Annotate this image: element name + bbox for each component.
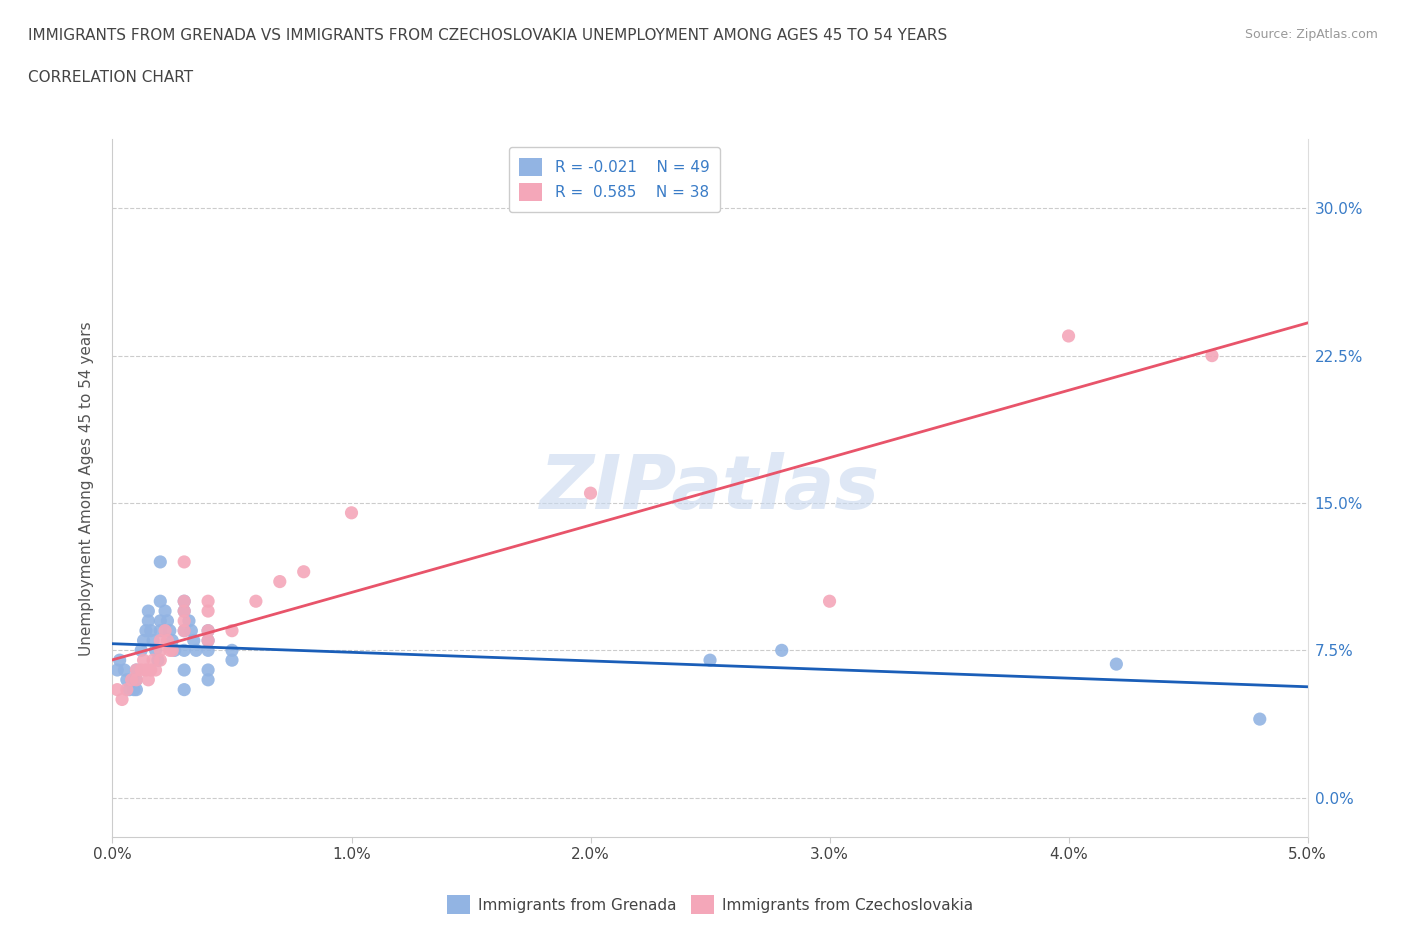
Point: [163, 643, 186, 658]
Point: [245, 593, 267, 608]
Point: [156, 633, 179, 648]
Point: [197, 593, 219, 608]
Point: [173, 623, 195, 638]
Point: [142, 653, 165, 668]
Point: [221, 643, 243, 658]
Point: [818, 593, 841, 608]
Point: [173, 662, 195, 677]
Point: [125, 662, 148, 677]
Point: [197, 633, 219, 648]
Point: [149, 614, 172, 629]
Point: [153, 604, 176, 618]
Point: [197, 604, 219, 618]
Point: [129, 643, 152, 658]
Point: [197, 662, 219, 677]
Point: [1201, 348, 1223, 363]
Point: [114, 662, 135, 677]
Point: [186, 643, 208, 658]
Point: [132, 633, 155, 648]
Point: [770, 643, 793, 658]
Point: [118, 683, 141, 698]
Point: [221, 653, 243, 668]
Point: [149, 633, 172, 648]
Point: [173, 683, 195, 698]
Point: [340, 505, 363, 520]
Point: [145, 643, 167, 658]
Point: [105, 662, 128, 677]
Point: [197, 633, 219, 648]
Legend: Immigrants from Grenada, Immigrants from Czechoslovakia: Immigrants from Grenada, Immigrants from…: [441, 889, 979, 920]
Point: [122, 683, 145, 698]
Point: [129, 662, 152, 677]
Point: [153, 623, 176, 638]
Point: [149, 554, 172, 569]
Point: [142, 633, 165, 648]
Point: [173, 593, 195, 608]
Point: [108, 653, 131, 668]
Point: [149, 653, 172, 668]
Point: [138, 672, 160, 687]
Point: [132, 653, 155, 668]
Point: [138, 604, 160, 618]
Point: [173, 643, 195, 658]
Text: ZIPatlas: ZIPatlas: [540, 452, 880, 525]
Point: [139, 623, 162, 638]
Point: [197, 623, 219, 638]
Point: [125, 683, 148, 698]
Point: [269, 574, 291, 589]
Point: [221, 623, 243, 638]
Text: Source: ZipAtlas.com: Source: ZipAtlas.com: [1244, 28, 1378, 41]
Point: [111, 692, 134, 707]
Point: [173, 604, 195, 618]
Point: [177, 614, 200, 629]
Point: [149, 643, 172, 658]
Y-axis label: Unemployment Among Ages 45 to 54 years: Unemployment Among Ages 45 to 54 years: [79, 321, 94, 656]
Point: [173, 614, 195, 629]
Point: [159, 623, 181, 638]
Point: [180, 623, 202, 638]
Point: [292, 565, 315, 579]
Point: [125, 672, 148, 687]
Text: IMMIGRANTS FROM GRENADA VS IMMIGRANTS FROM CZECHOSLOVAKIA UNEMPLOYMENT AMONG AGE: IMMIGRANTS FROM GRENADA VS IMMIGRANTS FR…: [28, 28, 948, 43]
Point: [135, 662, 157, 677]
Point: [125, 672, 148, 687]
Point: [139, 662, 162, 677]
Point: [146, 653, 169, 668]
Point: [1249, 711, 1271, 726]
Point: [149, 593, 172, 608]
Point: [173, 554, 195, 569]
Text: CORRELATION CHART: CORRELATION CHART: [28, 70, 193, 85]
Point: [125, 662, 148, 677]
Point: [115, 672, 138, 687]
Point: [156, 614, 179, 629]
Point: [197, 623, 219, 638]
Point: [115, 683, 138, 698]
Point: [135, 623, 157, 638]
Point: [162, 643, 183, 658]
Point: [197, 643, 219, 658]
Point: [149, 623, 172, 638]
Point: [162, 633, 183, 648]
Point: [173, 593, 195, 608]
Point: [173, 623, 195, 638]
Point: [1105, 657, 1128, 671]
Point: [159, 643, 181, 658]
Point: [121, 672, 143, 687]
Point: [183, 633, 205, 648]
Point: [138, 614, 160, 629]
Point: [121, 672, 143, 687]
Point: [699, 653, 721, 668]
Point: [105, 683, 128, 698]
Point: [579, 485, 602, 500]
Point: [173, 604, 195, 618]
Point: [145, 662, 167, 677]
Point: [1057, 328, 1080, 343]
Point: [197, 672, 219, 687]
